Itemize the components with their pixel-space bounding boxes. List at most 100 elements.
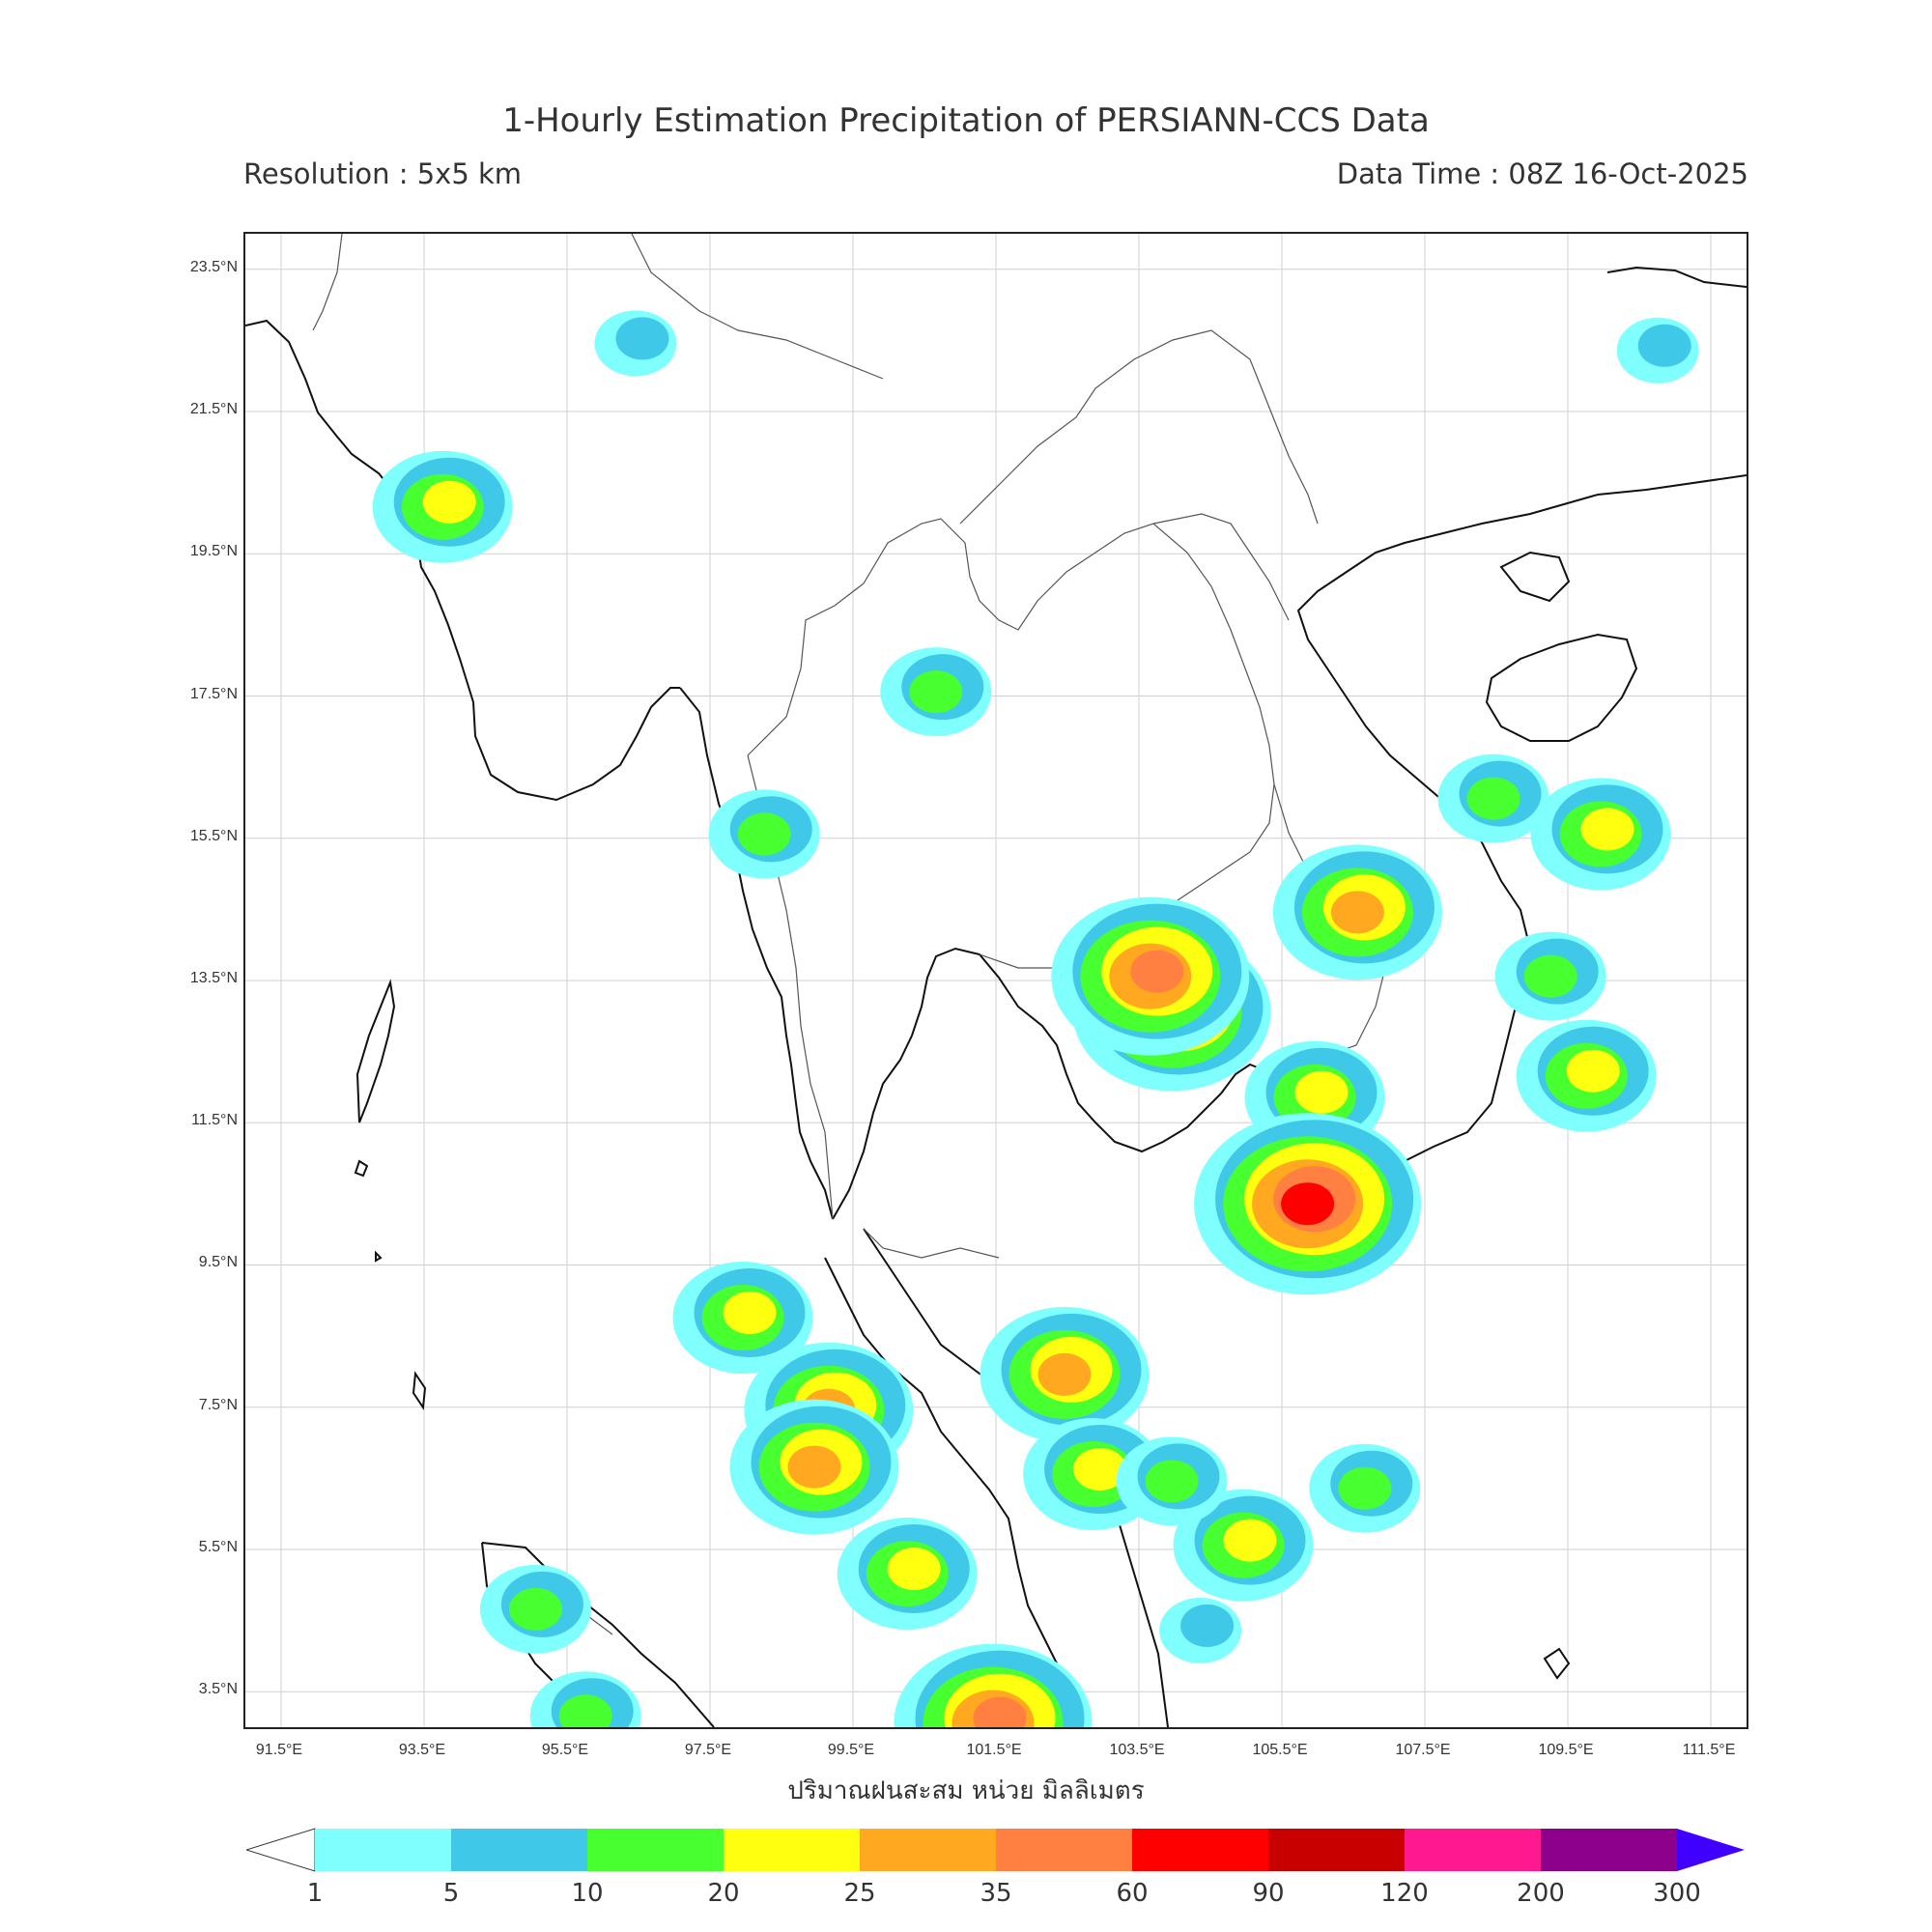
lon-tick-label: 93.5°E [398,1742,446,1758]
rain-cell [1437,753,1549,843]
colorbar-label: 10 [571,1879,604,1908]
colorbar-label: 120 [1380,1879,1429,1908]
lat-tick-label: 23.5°N [189,258,238,275]
lat-tick-label: 19.5°N [189,543,238,560]
lon-tick-label: 107.5°E [1395,1742,1451,1758]
thailand-border [747,518,1275,969]
colorbar-segment [1405,1829,1541,1871]
rain-level-3 [422,480,476,524]
colorbar-segment [996,1829,1132,1871]
lat-tick-label: 17.5°N [189,685,238,702]
lon-tick-label: 101.5°E [966,1742,1022,1758]
coastline-myanmar-south [679,687,834,1220]
laos-border [959,329,1319,525]
coastline-sumatra [481,1542,715,1727]
colorbar-min-arrow [246,1828,316,1872]
rain-level-1 [1180,1604,1235,1647]
colorbar-segment [860,1829,996,1871]
rain-cell [594,310,677,377]
colorbar-label: 60 [1116,1879,1149,1908]
precipitation-cells [372,310,1699,1727]
lat-tick-label: 7.5°N [198,1396,238,1413]
rain-level-2 [1466,777,1520,820]
coastline-malay-west [824,1257,1087,1727]
map-canvas [245,234,1747,1727]
coastline-myanmar [245,319,680,802]
hainan-island [1485,633,1638,742]
rain-cell [1194,1113,1422,1295]
lon-tick-label: 95.5°E [541,1742,589,1758]
colorbar-label: 1 [306,1879,324,1908]
resolution-label: Resolution : 5x5 km [243,157,523,190]
rain-level-2 [1145,1460,1199,1503]
unit-label: ปริมาณฝนสะสม หน่วย มิลลิเมตร [787,1776,1145,1805]
colorbar-label: 90 [1252,1879,1285,1908]
rain-cell [479,1564,591,1654]
rain-cell [1530,778,1671,891]
lon-tick-label: 103.5°E [1109,1742,1165,1758]
rain-level-1 [1637,324,1691,367]
lon-tick-label: 97.5°E [684,1742,732,1758]
lat-tick-label: 9.5°N [198,1254,238,1271]
rain-level-4 [1037,1352,1092,1396]
rain-level-2 [737,812,791,856]
lat-tick-label: 11.5°N [191,1112,238,1129]
rain-level-3 [1223,1519,1277,1562]
rain-cell [980,1306,1150,1442]
colorbar-max-arrow [1677,1829,1745,1871]
colorbar-segment [315,1829,451,1871]
map-title: 1-Hourly Estimation Precipitation of PER… [502,101,1430,140]
rain-level-5 [973,1696,1027,1727]
rain-cell [529,1671,641,1727]
rain-cell [1616,317,1699,384]
data-time-label: Data Time : 08Z 16-Oct-2025 [1336,157,1748,190]
rain-level-4 [1330,891,1384,934]
rain-cell [1159,1597,1242,1663]
rain-cell [1173,1489,1314,1602]
rain-cell [708,789,820,879]
colorbar-label: 35 [980,1879,1012,1908]
rain-cell [880,647,992,737]
coastlines [245,266,1747,1727]
colorbar-label: 300 [1653,1879,1701,1908]
rain-level-2 [558,1694,612,1727]
rain-level-1 [615,317,669,360]
rain-level-2 [909,670,963,714]
lat-tick-label: 15.5°N [189,827,238,844]
rain-level-4 [787,1445,841,1489]
lat-tick-label: 5.5°N [198,1538,238,1555]
rain-level-2 [1338,1466,1392,1510]
rain-cell [729,1399,899,1535]
rain-level-2 [1523,954,1577,998]
colorbar-segment [724,1829,860,1871]
colorbar-label: 5 [442,1879,460,1908]
colorbar-segment [1541,1829,1677,1871]
rain-level-6 [1281,1182,1335,1226]
lon-tick-label: 109.5°E [1538,1742,1594,1758]
colorbar-segment [587,1829,724,1871]
colorbar-label: 200 [1517,1879,1565,1908]
rain-level-3 [1580,808,1634,851]
rain-cell [1516,1019,1657,1132]
andaman-islands [355,979,396,1123]
colorbar [246,1828,1745,1872]
rain-level-3 [887,1548,941,1591]
rain-cell [372,450,513,563]
colorbar-segment [1268,1829,1405,1871]
rain-level-3 [723,1292,777,1335]
rain-level-2 [508,1587,562,1631]
colorbar-segment [451,1829,587,1871]
rain-cell [672,1262,813,1375]
lon-tick-label: 105.5°E [1252,1742,1308,1758]
colorbar-label: 25 [843,1879,876,1908]
rain-level-3 [1566,1049,1620,1093]
rain-cell [1272,844,1442,980]
colorbar-segment [1132,1829,1268,1871]
lon-tick-label: 111.5°E [1682,1742,1736,1758]
rain-cell [1116,1436,1228,1526]
colorbar-label: 20 [707,1879,740,1908]
lat-tick-label: 13.5°N [189,970,238,986]
rain-level-3 [1294,1070,1349,1114]
lat-tick-label: 3.5°N [198,1681,238,1698]
precipitation-map [243,232,1748,1729]
